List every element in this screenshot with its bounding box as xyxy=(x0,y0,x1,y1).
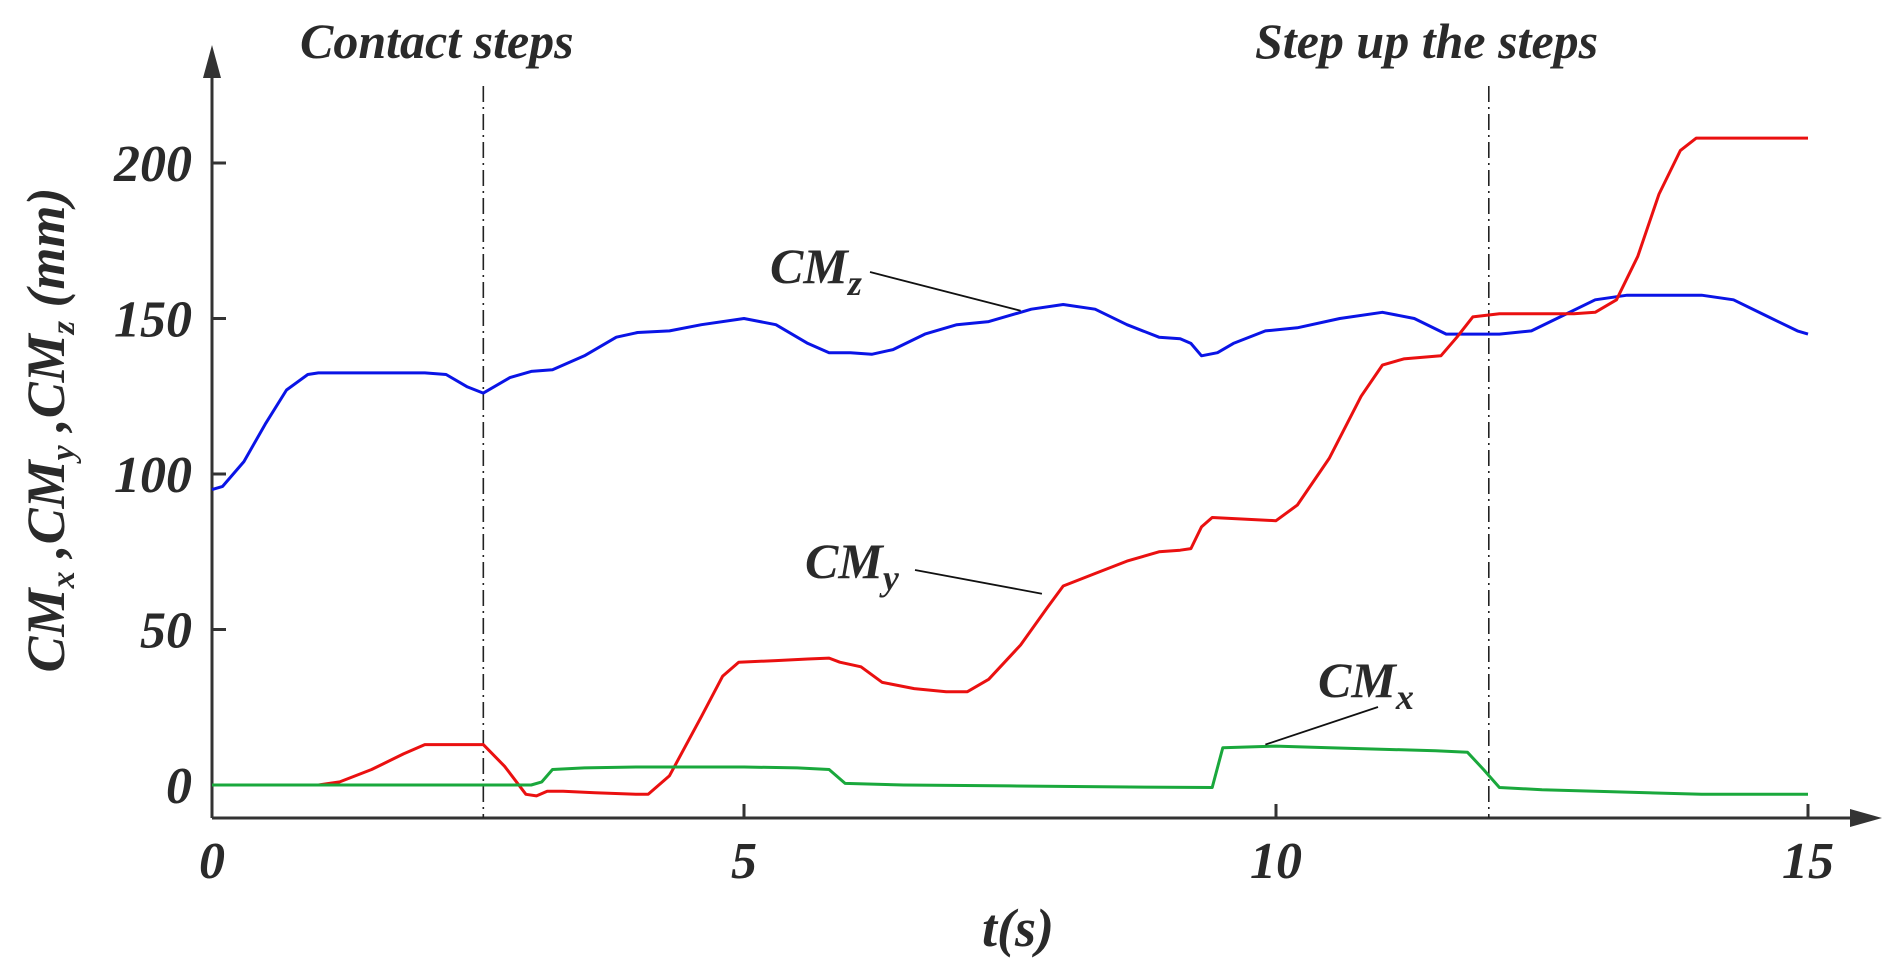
x-tick-label: 5 xyxy=(731,833,757,890)
y-ticks: 0 50 100 150 200 xyxy=(113,136,226,815)
x-tick-label: 15 xyxy=(1782,833,1834,890)
annotation-label-cmx: CMx xyxy=(1318,652,1414,717)
series-line-cmy xyxy=(212,136,1808,798)
annotation-leader xyxy=(1265,706,1379,746)
series-line-cmx xyxy=(212,744,1808,796)
phase-label: Step up the steps xyxy=(1255,13,1598,69)
annotation-label-cmz: CMz xyxy=(770,238,862,303)
x-axis-arrow xyxy=(1850,809,1882,827)
series-annotations: CMz CMy CMx xyxy=(770,238,1414,746)
x-axis-label: t(s) xyxy=(982,898,1054,958)
x-tick-label: 0 xyxy=(199,833,225,890)
y-tick-label: 0 xyxy=(166,758,192,815)
y-tick-label: 200 xyxy=(113,136,192,193)
series-line-cmz xyxy=(211,293,1809,492)
y-tick-label: 150 xyxy=(114,292,192,349)
annotation-label-cmy: CMy xyxy=(805,533,900,598)
series-lines xyxy=(211,136,1809,798)
y-tick-label: 50 xyxy=(140,603,192,660)
svg-text:CMx ,CMy ,CMz (mm): CMx ,CMy ,CMz (mm) xyxy=(16,188,82,673)
y-axis-arrow xyxy=(203,45,221,78)
phase-markers: Contact steps Step up the steps xyxy=(300,13,1598,818)
y-axis-label: CMx ,CMy ,CMz (mm) xyxy=(16,188,82,673)
annotation-leader xyxy=(914,569,1043,595)
phase-label: Contact steps xyxy=(300,13,574,69)
y-tick-label: 100 xyxy=(114,447,192,504)
annotation-leader xyxy=(869,271,1021,312)
x-ticks: 0 5 10 15 xyxy=(199,804,1834,890)
axes xyxy=(203,45,1882,827)
x-tick-label: 10 xyxy=(1250,833,1302,890)
